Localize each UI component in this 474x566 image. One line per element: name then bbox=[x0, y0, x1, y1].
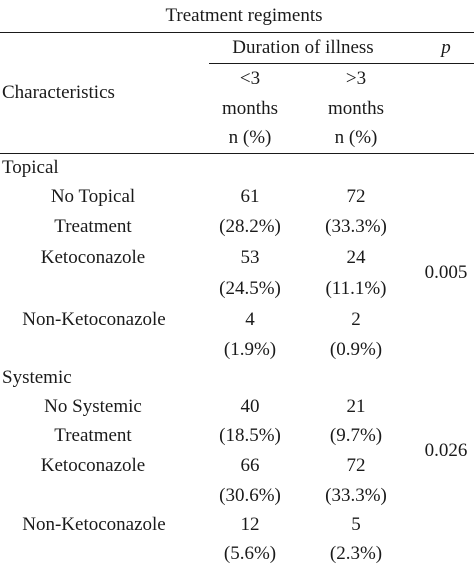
table-title: Treatment regiments bbox=[165, 5, 323, 26]
cell-lt3-pct: (5.6%) bbox=[223, 543, 277, 564]
row-label: Non-Ketoconazole bbox=[22, 514, 166, 535]
cell-lt3-pct: (24.5%) bbox=[219, 278, 281, 299]
p-header: p bbox=[441, 37, 451, 58]
cell-lt3-pct: (1.9%) bbox=[223, 339, 277, 360]
col1-header-line2: months bbox=[222, 98, 278, 119]
col1-header-line1: <3 bbox=[239, 68, 261, 89]
row-label: No Systemic bbox=[44, 396, 142, 417]
cell-gt3-pct: (33.3%) bbox=[325, 216, 387, 237]
row-label: Ketoconazole bbox=[40, 455, 146, 476]
p-value-systemic: 0.026 bbox=[424, 440, 468, 461]
cell-gt3-pct: (33.3%) bbox=[325, 485, 387, 506]
cell-lt3-count: 61 bbox=[240, 186, 260, 207]
cell-gt3-count: 5 bbox=[351, 514, 361, 535]
cell-gt3-count: 2 bbox=[351, 309, 361, 330]
cell-gt3-count: 21 bbox=[346, 396, 366, 417]
p-value-topical: 0.005 bbox=[424, 262, 468, 283]
title-rule bbox=[0, 32, 474, 33]
col2-header-line3: n (%) bbox=[334, 127, 378, 148]
row-label: Ketoconazole bbox=[40, 247, 146, 268]
cell-gt3-pct: (0.9%) bbox=[329, 339, 383, 360]
cell-lt3-pct: (18.5%) bbox=[219, 425, 281, 446]
col1-header-line3: n (%) bbox=[228, 127, 272, 148]
col2-header-line2: months bbox=[328, 98, 384, 119]
characteristics-header: Characteristics bbox=[2, 82, 115, 103]
col2-header-line1: >3 bbox=[345, 68, 367, 89]
cell-lt3-pct: (28.2%) bbox=[219, 216, 281, 237]
row-label: No Topical bbox=[50, 186, 136, 207]
cell-lt3-count: 53 bbox=[240, 247, 260, 268]
cell-gt3-pct: (2.3%) bbox=[329, 543, 383, 564]
section-topical: Topical bbox=[2, 157, 59, 178]
duration-rule bbox=[209, 63, 474, 64]
cell-gt3-pct: (11.1%) bbox=[325, 278, 387, 299]
cell-gt3-count: 24 bbox=[346, 247, 366, 268]
cell-lt3-count: 12 bbox=[240, 514, 260, 535]
cell-gt3-pct: (9.7%) bbox=[329, 425, 383, 446]
cell-gt3-count: 72 bbox=[346, 455, 366, 476]
cell-lt3-pct: (30.6%) bbox=[219, 485, 281, 506]
row-label: Treatment bbox=[54, 425, 132, 446]
section-systemic: Systemic bbox=[2, 367, 72, 388]
duration-header: Duration of illness bbox=[232, 37, 374, 58]
cell-lt3-count: 66 bbox=[240, 455, 260, 476]
cell-lt3-count: 40 bbox=[240, 396, 260, 417]
cell-gt3-count: 72 bbox=[346, 186, 366, 207]
row-label: Non-Ketoconazole bbox=[22, 309, 166, 330]
header-rule bbox=[0, 153, 474, 154]
row-label: Treatment bbox=[54, 216, 132, 237]
cell-lt3-count: 4 bbox=[245, 309, 255, 330]
